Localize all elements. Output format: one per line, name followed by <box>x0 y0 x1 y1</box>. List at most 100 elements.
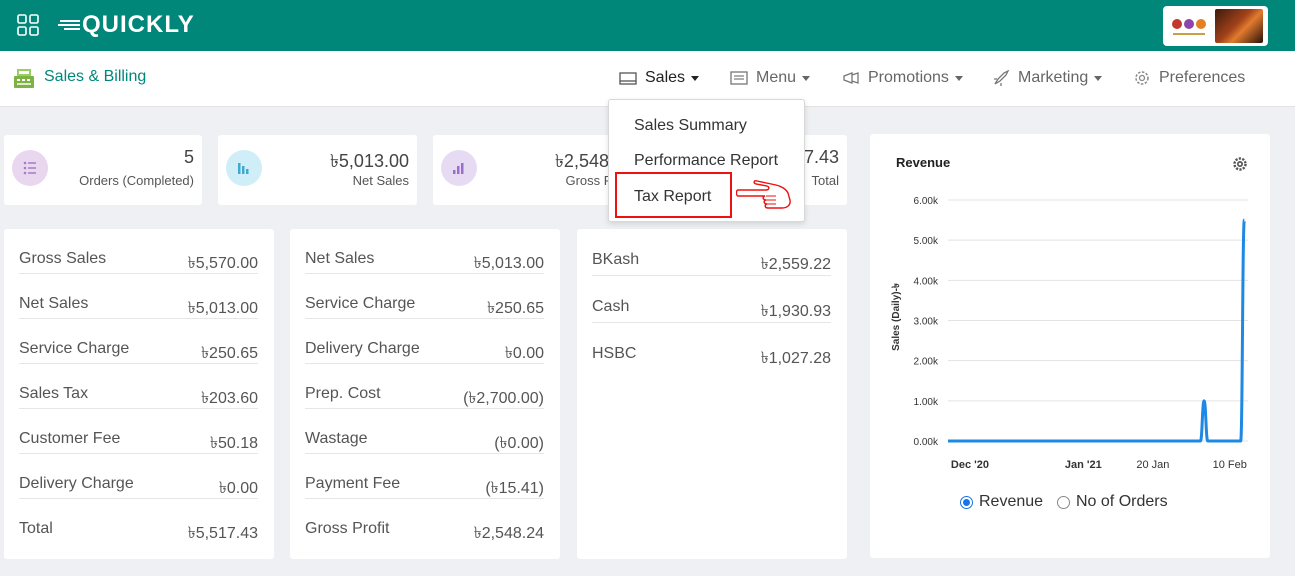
nav-preferences[interactable]: Preferences <box>1133 69 1245 87</box>
app-logo[interactable]: QUICKLY <box>58 10 195 40</box>
revenue-series-line <box>947 218 1246 443</box>
row-label: Wastage <box>305 430 368 447</box>
list-item: HSBC ৳1,027.28 <box>592 323 831 370</box>
top-bar: QUICKLY <box>0 0 1295 51</box>
row-label: Payment Fee <box>305 475 401 492</box>
row-label: Net Sales <box>305 250 375 267</box>
row-value: ৳5,517.43 <box>187 525 258 542</box>
bar-chart-icon <box>226 150 262 186</box>
list-item: Customer Fee ৳50.18 <box>19 409 258 454</box>
nav-preferences-label: Preferences <box>1159 69 1246 86</box>
y-tick-label: 5.00k <box>914 236 939 247</box>
row-label: Net Sales <box>19 295 89 312</box>
revenue-card: Revenue Sales (Daily)-৳ 0.00k 1.00k 2.00k 3… <box>870 134 1270 558</box>
row-value: ৳250.65 <box>201 345 258 362</box>
menu-item-performance-report[interactable]: Performance Report <box>634 152 779 169</box>
y-tick-label: 4.00k <box>914 276 939 287</box>
stat-card-orders: 5 Orders (Completed) <box>4 135 202 205</box>
chevron-down-icon <box>954 75 963 81</box>
stat-value: ৳2,548.2 <box>554 151 624 171</box>
row-label: Customer Fee <box>19 430 121 447</box>
list-item: Payment Fee (৳15.41) <box>305 454 544 499</box>
list-item: Service Charge ৳250.65 <box>305 274 544 319</box>
y-tick-label: 1.00k <box>914 397 939 408</box>
list-item: Total ৳5,517.43 <box>19 499 258 544</box>
row-label: HSBC <box>592 345 637 362</box>
sales-breakdown-card: Gross Sales ৳5,570.00 Net Sales ৳5,013.00 … <box>4 229 274 559</box>
cash-register-icon <box>14 69 34 88</box>
nav-promotions[interactable]: Promotions <box>842 69 963 87</box>
nav-marketing[interactable]: Marketing <box>992 69 1103 87</box>
nav-menu[interactable]: Menu <box>730 69 811 87</box>
row-value: ৳203.60 <box>201 390 258 407</box>
row-label: Service Charge <box>19 340 130 357</box>
row-label: Gross Profit <box>305 520 390 537</box>
highlight-box <box>615 172 732 218</box>
rocket-icon <box>994 70 1010 86</box>
revenue-chart: Sales (Daily)-৳ 0.00k 1.00k 2.00k 3.00k 4.00… <box>891 196 1248 471</box>
nav-sales-label: Sales <box>645 69 686 86</box>
list-item: Net Sales ৳5,013.00 <box>305 229 544 274</box>
row-value: ৳250.65 <box>487 300 544 317</box>
module-title: Sales & Billing <box>44 68 147 85</box>
row-value: (৳15.41) <box>485 480 544 497</box>
restaurant-logo-icon <box>1172 19 1206 35</box>
menu-item-tax-report[interactable]: Tax Report <box>634 188 712 205</box>
row-value: ৳50.18 <box>209 435 258 452</box>
radio-revenue-label: Revenue <box>979 493 1044 510</box>
stat-value: 5 <box>183 147 194 167</box>
gear-icon[interactable] <box>1232 156 1248 172</box>
orders-radio-option[interactable]: No of Orders <box>1057 493 1168 511</box>
nav-promotions-label: Promotions <box>868 69 949 86</box>
list-item: Net Sales ৳5,013.00 <box>19 274 258 319</box>
y-tick-label: 2.00k <box>914 357 939 368</box>
row-label: BKash <box>592 251 640 268</box>
y-axis-label: Sales (Daily)-৳ <box>891 283 902 351</box>
restaurant-photo <box>1215 9 1263 43</box>
menu-book-icon <box>730 71 748 85</box>
row-value: ৳0.00 <box>218 480 258 497</box>
list-item: Delivery Charge ৳0.00 <box>19 454 258 499</box>
gear-icon <box>1135 71 1149 85</box>
radio-orders[interactable] <box>1057 495 1070 509</box>
x-tick-label: Jan '21 <box>1065 459 1102 471</box>
row-value: ৳1,027.28 <box>760 350 831 367</box>
list-item: Service Charge ৳250.65 <box>19 319 258 364</box>
row-label: Sales Tax <box>19 385 89 402</box>
stat-card-gross-profit: ৳2,548.2 Gross Pro <box>433 135 632 205</box>
row-value: ৳1,930.93 <box>760 303 831 320</box>
row-label: Prep. Cost <box>305 385 381 402</box>
revenue-radio-option[interactable]: Revenue <box>960 493 1043 511</box>
x-tick-label: Dec '20 <box>951 459 989 471</box>
row-label: Gross Sales <box>19 250 107 267</box>
y-tick-label: 6.00k <box>914 196 939 207</box>
row-value: (৳0.00) <box>494 435 544 452</box>
list-item: Prep. Cost (৳2,700.00) <box>305 364 544 409</box>
row-value: ৳2,548.24 <box>473 525 544 542</box>
apps-grid-icon[interactable] <box>17 14 39 36</box>
row-value: ৳5,013.00 <box>187 300 258 317</box>
stat-label: Net Sales <box>352 173 409 188</box>
list-item: BKash ৳2,559.22 <box>592 229 831 276</box>
stat-label: Orders (Completed) <box>79 173 194 188</box>
list-item: Sales Tax ৳203.60 <box>19 364 258 409</box>
stat-value: ৳5,013.00 <box>329 151 409 171</box>
restaurant-profile[interactable] <box>1163 6 1268 46</box>
radio-revenue[interactable] <box>960 495 973 509</box>
module-header: Sales & Billing Sales Menu Promotions Ma… <box>0 51 1295 107</box>
menu-item-sales-summary[interactable]: Sales Summary <box>634 117 747 134</box>
sales-dropdown-menu: Sales Summary Performance Report Tax Rep… <box>608 99 805 222</box>
app-name: QUICKLY <box>82 11 195 38</box>
register-icon <box>619 72 637 85</box>
y-tick-label: 0.00k <box>914 437 939 448</box>
row-label: Delivery Charge <box>19 475 134 492</box>
x-tick-label: 10 Feb <box>1213 459 1247 471</box>
row-label: Total <box>19 520 53 537</box>
pointing-hand-icon <box>736 180 791 209</box>
bar-chart-icon <box>441 150 477 186</box>
revenue-title: Revenue <box>896 155 951 170</box>
nav-marketing-label: Marketing <box>1018 69 1089 86</box>
nav-sales[interactable]: Sales <box>619 69 700 87</box>
list-item: Cash ৳1,930.93 <box>592 276 831 323</box>
y-tick-label: 3.00k <box>914 317 939 328</box>
